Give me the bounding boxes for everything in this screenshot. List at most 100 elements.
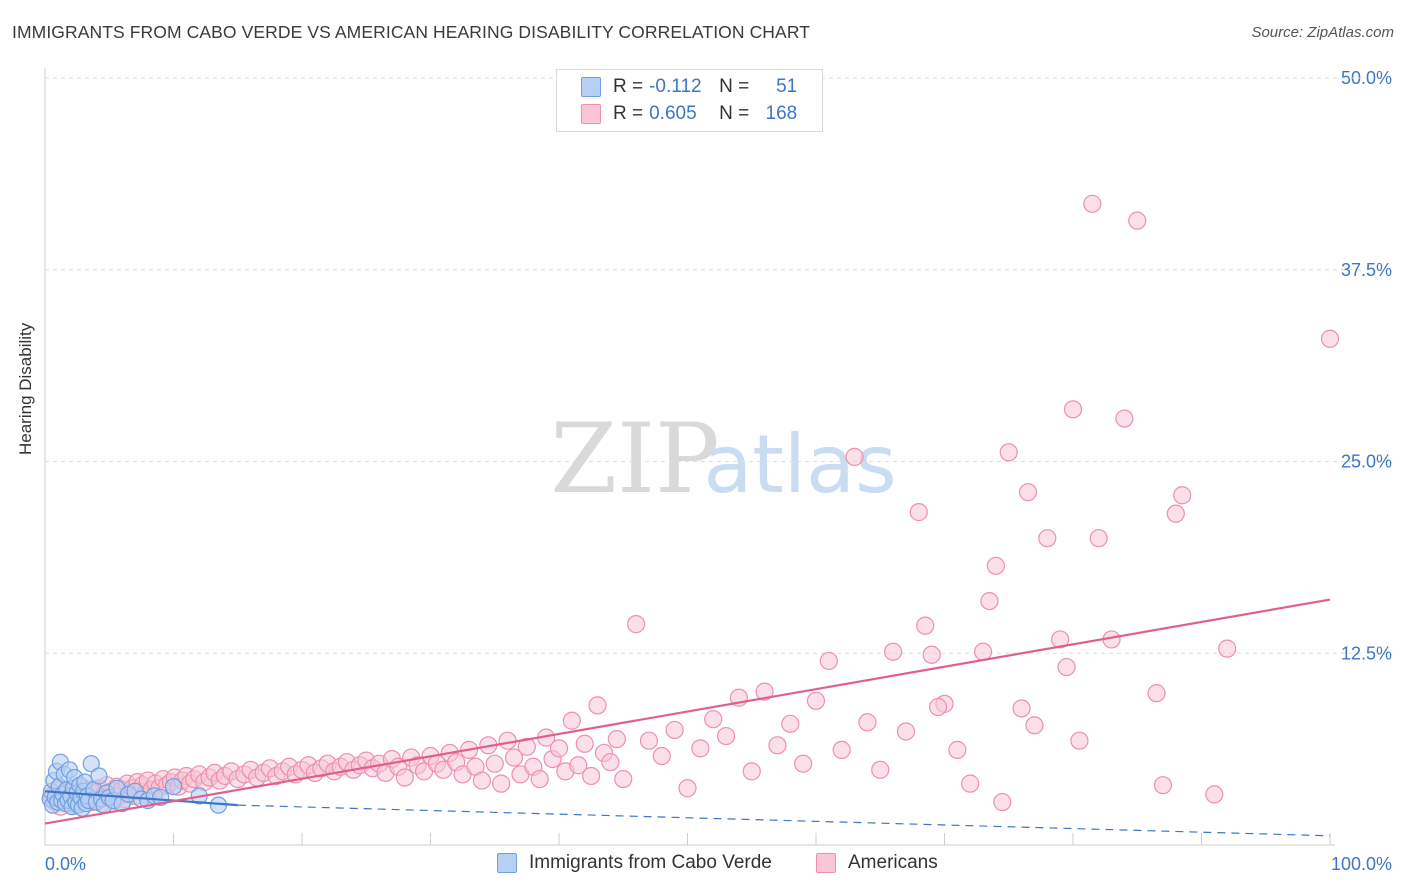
point-cabo-verde [90,767,108,785]
point-americans [993,792,1012,812]
point-americans [1153,776,1173,795]
point-americans [1012,699,1031,718]
trend-line-cabo-verde-extended [237,804,1331,837]
point-americans [492,774,511,793]
legend-row-americans: R = 0.605 N = 168 [581,102,797,126]
point-americans [1166,504,1185,523]
point-americans [858,713,877,732]
bottom-legend-swatch-cabo-verde [497,853,517,873]
legend-swatch-americans [581,104,601,124]
point-americans [626,615,646,634]
point-americans [928,697,948,717]
point-americans [1147,684,1166,703]
point-americans [601,753,620,772]
trend-line-cabo-verde [44,790,238,807]
x-tick-label: 0.0% [45,854,86,874]
point-americans [588,696,607,715]
point-americans [1205,785,1224,804]
chart-title: IMMIGRANTS FROM CABO VERDE VS AMERICAN H… [12,22,811,42]
point-americans [916,616,935,635]
point-americans [1173,486,1192,505]
point-americans [1063,400,1083,419]
point-americans [883,642,903,661]
point-americans [1025,716,1044,735]
point-americans [896,722,916,741]
point-americans [1057,657,1076,677]
point-americans [716,726,736,746]
bottom-legend-label-americans: Americans [848,852,938,873]
y-tick-label: 50.0% [1341,68,1392,88]
watermark-atlas: atlas [703,418,896,511]
point-americans [569,756,588,775]
point-americans [871,760,890,779]
point-cabo-verde [164,778,183,796]
bottom-legend-swatch-americans [816,853,836,873]
bottom-legend-americans[interactable]: Americans [816,852,938,874]
point-americans [691,739,710,758]
point-americans [845,447,864,466]
x-tick-label: 100.0% [1331,854,1392,874]
point-americans [999,443,1018,462]
point-americans [980,591,999,611]
point-americans [794,754,813,773]
point-americans [1051,630,1070,649]
y-tick-label: 25.0% [1341,452,1392,472]
point-americans [742,762,761,781]
point-americans [922,645,941,664]
point-americans [665,720,684,740]
point-americans [1018,483,1038,502]
bottom-legend-label-cabo-verde: Immigrants from Cabo Verde [529,852,772,873]
point-cabo-verde [82,755,100,773]
point-americans [530,769,549,789]
point-americans [781,714,800,733]
point-americans [607,730,626,749]
n-value: 168 [765,103,798,124]
n-label: N = [719,76,750,97]
point-americans [652,746,671,766]
point-americans [614,769,633,789]
y-axis-label: Hearing Disability [16,322,35,455]
point-americans [768,736,787,755]
point-americans [582,766,601,786]
point-americans [549,739,569,758]
point-americans [755,682,774,701]
bottom-legend: Immigrants from Cabo Verde Americans [0,852,1406,878]
point-americans [517,737,536,756]
point-americans [562,711,581,730]
trend-line-americans [44,598,1331,825]
r-label: R = [613,76,644,97]
point-americans [504,748,524,767]
point-americans [395,768,414,787]
point-americans [819,651,838,671]
n-label: N = [719,103,750,124]
point-americans [1070,731,1089,750]
n-value: 51 [776,76,798,97]
point-americans [973,642,993,661]
source-label: Source: ZipAtlas.com [1251,24,1394,41]
watermark-zip: ZIP [550,403,719,515]
point-americans [704,710,723,729]
point-americans [639,731,659,750]
legend-row-cabo-verde: R = -0.112 N = 51 [581,75,797,99]
point-americans [575,734,594,753]
y-tick-label: 37.5% [1341,260,1392,280]
point-americans [832,740,851,759]
legend-swatch-cabo-verde [581,77,601,97]
point-americans [1083,194,1102,213]
bottom-legend-cabo-verde[interactable]: Immigrants from Cabo Verde [497,852,772,874]
point-americans [498,731,517,750]
r-value: 0.605 [649,103,697,124]
point-americans [678,779,697,798]
point-americans [472,771,491,790]
point-americans [948,740,967,759]
point-americans [961,774,980,793]
point-americans [1128,211,1147,230]
point-americans [485,754,504,773]
point-americans [1115,409,1134,428]
point-americans [1089,529,1108,548]
r-label: R = [613,103,644,124]
point-cabo-verde [152,788,170,807]
point-americans [806,691,826,710]
r-value: -0.112 [649,76,702,97]
